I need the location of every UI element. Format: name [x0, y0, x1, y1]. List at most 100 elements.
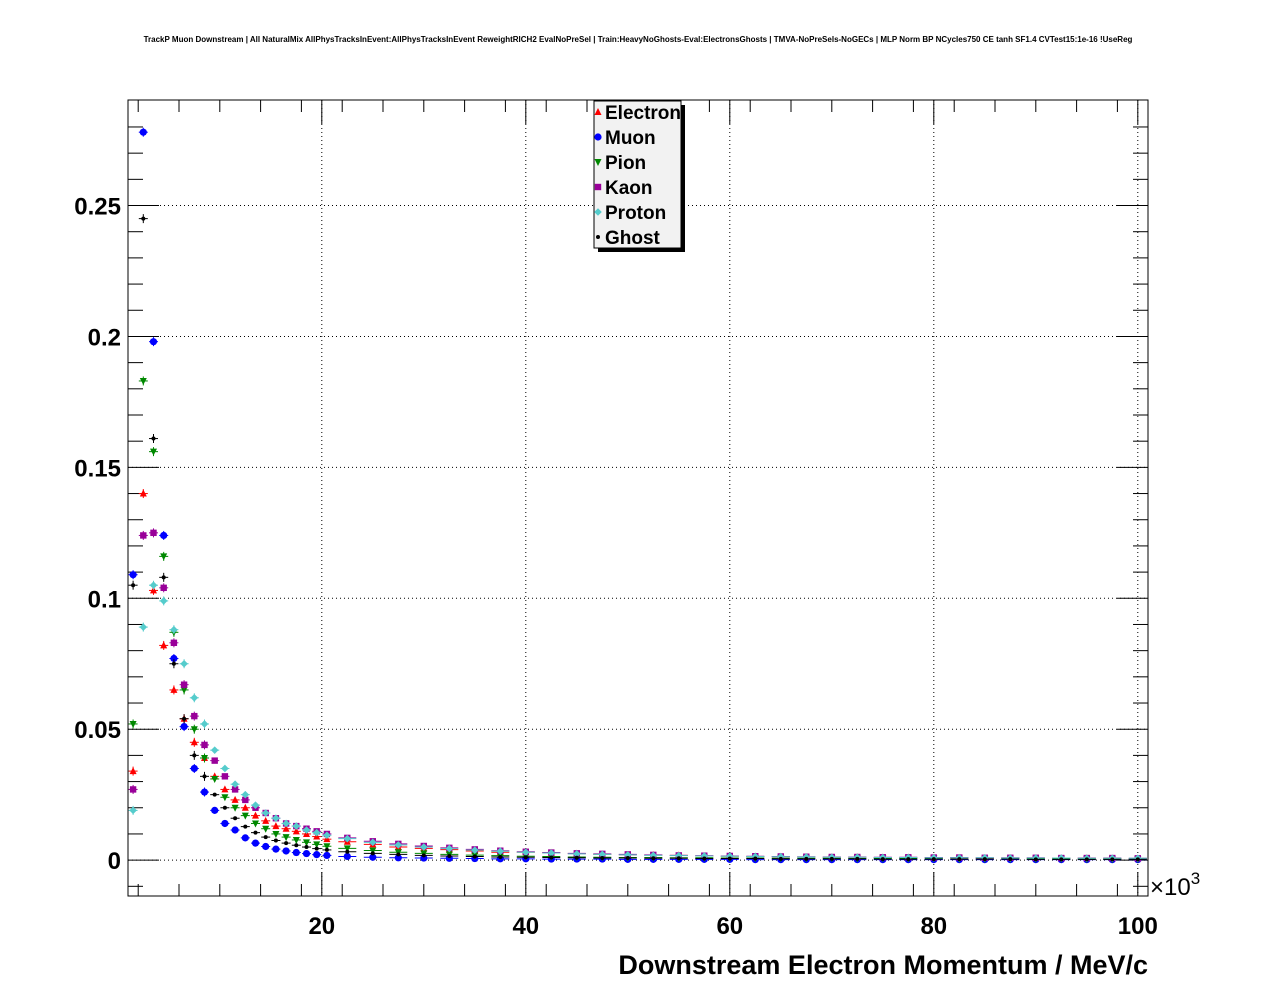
data-point [302, 826, 311, 834]
data-point [141, 216, 146, 221]
data-point [150, 586, 157, 594]
data-points [128, 127, 1147, 864]
legend-entry: Proton [594, 203, 666, 224]
data-point [129, 720, 137, 728]
legend: Electron Muon Pion Kaon Proton Ghost [593, 100, 685, 252]
data-point [420, 843, 428, 851]
x-tick-labels: 20 40 60 80 100 [308, 913, 1157, 940]
y-tick-label: 0.05 [74, 717, 121, 744]
data-point [1110, 857, 1115, 862]
data-point [139, 128, 147, 136]
data-point [700, 852, 709, 860]
data-point [159, 597, 168, 605]
data-point [149, 581, 158, 589]
data-point [804, 856, 809, 861]
legend-entry: Kaon [594, 178, 653, 199]
data-point [221, 785, 229, 793]
data-point [1033, 857, 1038, 862]
data-point [292, 822, 301, 830]
y-tick-labels: 0 0.05 0.1 0.15 0.2 0.25 [74, 194, 121, 876]
data-point [880, 857, 885, 862]
data-point [523, 855, 528, 860]
data-point [302, 849, 311, 858]
data-point [262, 825, 270, 833]
data-point [242, 796, 249, 804]
data-point [170, 654, 178, 663]
data-point [496, 847, 505, 856]
x-multiplier: ×103 [1150, 869, 1200, 901]
data-point [369, 838, 377, 847]
data-point [282, 824, 290, 832]
data-point [294, 843, 299, 848]
legend-marker [596, 235, 600, 239]
data-point [200, 788, 209, 796]
data-point [190, 693, 199, 702]
data-point [343, 845, 351, 853]
data-point [212, 792, 217, 797]
data-point [702, 856, 707, 861]
data-point [282, 834, 290, 842]
data-point [200, 720, 209, 728]
data-point [957, 857, 962, 862]
data-point [211, 757, 218, 764]
data-point [221, 819, 229, 828]
data-point [160, 531, 168, 540]
series-pion [128, 376, 1147, 864]
data-point [180, 722, 188, 731]
data-point [906, 857, 911, 862]
data-point [160, 584, 167, 592]
data-point [149, 338, 158, 346]
data-point [624, 851, 632, 859]
data-point [1059, 857, 1064, 862]
legend-label: Muon [605, 128, 656, 149]
data-point [161, 575, 166, 580]
data-point [855, 856, 860, 861]
data-point [600, 856, 605, 861]
data-point [649, 851, 658, 860]
data-point [323, 851, 331, 860]
data-point [170, 639, 178, 646]
data-point [549, 855, 554, 860]
data-point [574, 855, 579, 860]
data-point [292, 848, 300, 857]
data-point [231, 795, 239, 803]
legend-label: Electron [605, 103, 681, 124]
data-point [190, 764, 198, 773]
data-point [982, 857, 987, 862]
data-point [202, 774, 207, 779]
chart-title: TrackP Muon Downstream | All NaturalMix … [144, 35, 1133, 44]
data-point [180, 681, 188, 688]
y-tick-label: 0.1 [88, 586, 121, 613]
data-point [676, 856, 681, 861]
data-point [573, 850, 581, 858]
data-point [129, 767, 137, 775]
data-point [231, 826, 239, 834]
data-point [233, 816, 238, 821]
data-point [314, 846, 319, 851]
data-point [253, 830, 258, 835]
x-multiplier-exponent: 3 [1191, 869, 1200, 888]
legend-marker [594, 208, 602, 216]
data-point [160, 641, 168, 649]
data-point [522, 848, 530, 857]
data-point [303, 839, 310, 847]
x-tick-label: 40 [512, 913, 539, 940]
x-tick-label: 60 [716, 913, 743, 940]
data-point [598, 850, 607, 859]
data-point [282, 847, 290, 855]
x-tick-label: 80 [920, 913, 947, 940]
y-tick-label: 0.2 [88, 324, 121, 351]
data-point [313, 851, 321, 859]
data-point [547, 849, 556, 857]
legend-marker [594, 133, 602, 141]
data-point [1084, 857, 1089, 862]
data-point [369, 847, 377, 855]
data-point [1135, 857, 1140, 862]
x-tick-label: 20 [308, 913, 335, 940]
series-proton [128, 580, 1147, 863]
data-point [272, 830, 280, 838]
x-axis-title: Downstream Electron Momentum / MeV/c [618, 950, 1148, 980]
legend-label: Pion [605, 153, 646, 174]
data-point [222, 805, 227, 810]
